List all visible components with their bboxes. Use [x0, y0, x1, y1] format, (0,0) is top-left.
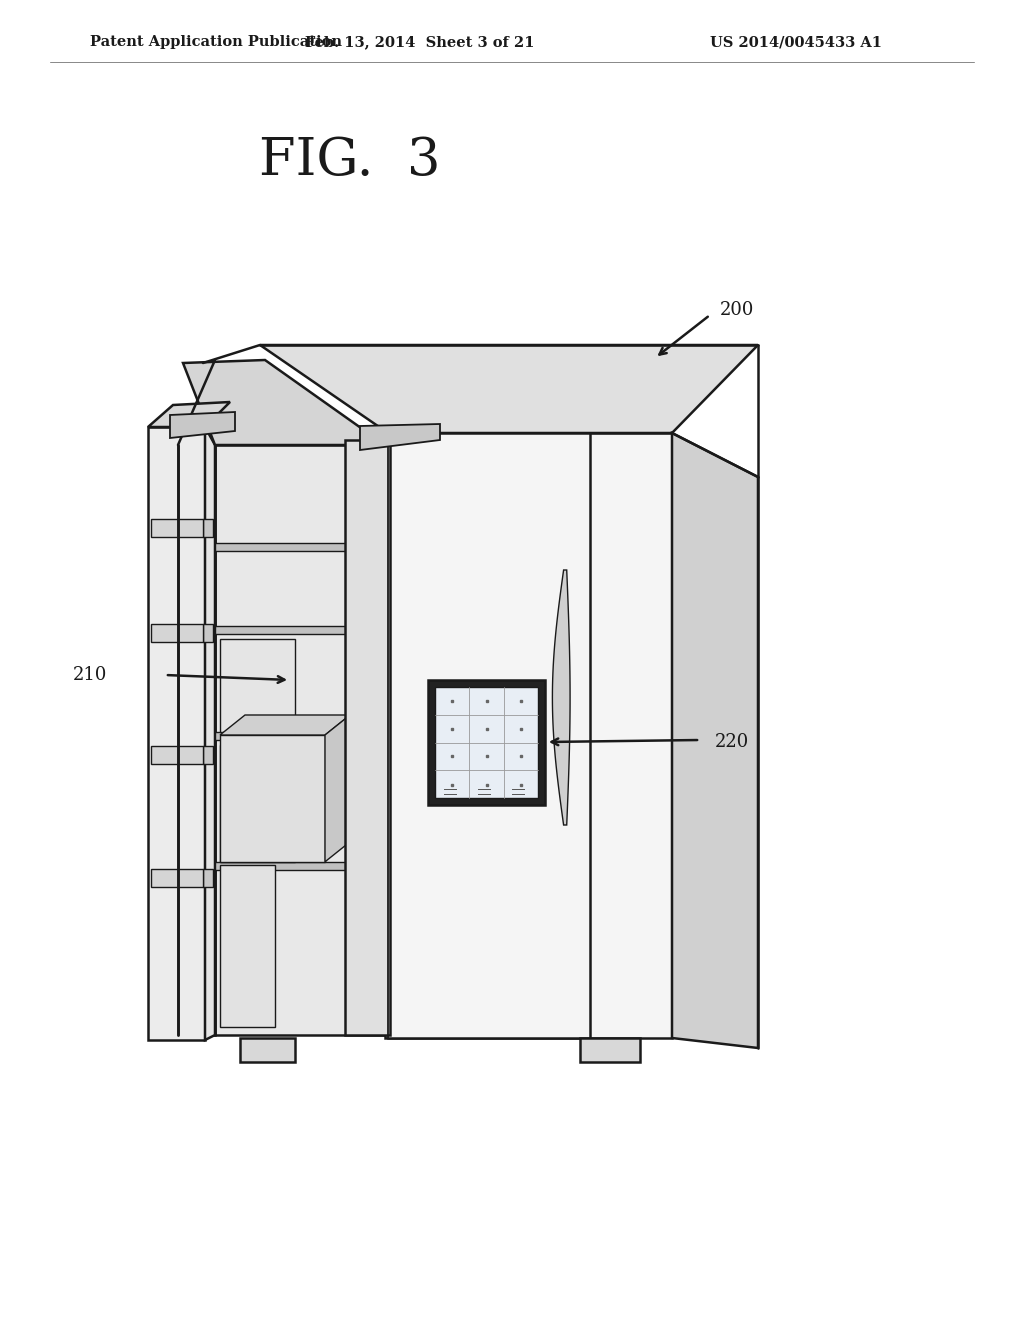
Polygon shape [580, 1038, 640, 1063]
Polygon shape [148, 403, 230, 426]
Text: FIG.  3: FIG. 3 [259, 135, 440, 186]
Polygon shape [220, 735, 325, 862]
Text: 220: 220 [715, 733, 750, 751]
Polygon shape [203, 623, 213, 642]
Polygon shape [203, 746, 213, 764]
Polygon shape [428, 680, 545, 805]
Polygon shape [220, 715, 350, 735]
Polygon shape [183, 360, 385, 445]
Polygon shape [220, 639, 295, 733]
Text: 210: 210 [73, 667, 106, 684]
Polygon shape [203, 519, 213, 537]
Polygon shape [325, 715, 350, 862]
Polygon shape [240, 1038, 295, 1063]
Text: 200: 200 [720, 301, 755, 319]
Polygon shape [178, 445, 215, 1035]
Polygon shape [388, 433, 672, 1038]
Polygon shape [385, 433, 590, 1038]
Polygon shape [215, 862, 383, 870]
Polygon shape [151, 746, 203, 764]
Polygon shape [672, 433, 758, 1048]
Text: US 2014/0045433 A1: US 2014/0045433 A1 [710, 36, 882, 49]
Polygon shape [260, 345, 758, 433]
Polygon shape [220, 744, 295, 862]
Text: Patent Application Publication: Patent Application Publication [90, 36, 342, 49]
Polygon shape [360, 424, 440, 450]
Polygon shape [215, 544, 383, 552]
Polygon shape [435, 686, 538, 799]
Polygon shape [170, 412, 234, 438]
Polygon shape [151, 519, 203, 537]
Polygon shape [215, 733, 383, 741]
Polygon shape [205, 426, 215, 1040]
Text: Feb. 13, 2014  Sheet 3 of 21: Feb. 13, 2014 Sheet 3 of 21 [305, 36, 535, 49]
Polygon shape [220, 865, 275, 1027]
Polygon shape [203, 869, 213, 887]
Polygon shape [148, 426, 205, 1040]
Polygon shape [552, 570, 570, 825]
Polygon shape [151, 623, 203, 642]
Polygon shape [345, 440, 390, 1035]
Polygon shape [215, 445, 385, 1035]
Polygon shape [151, 869, 203, 887]
Polygon shape [215, 626, 383, 634]
